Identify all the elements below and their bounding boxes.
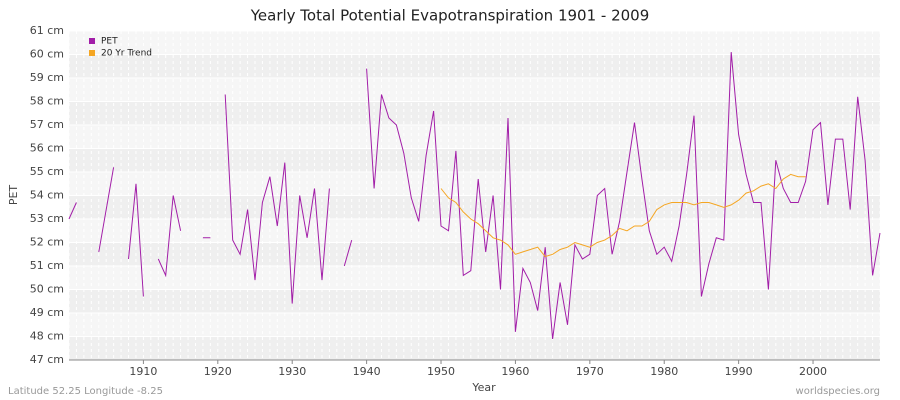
grid-band — [69, 31, 880, 55]
x-tick-label: 1910 — [129, 365, 157, 378]
grid-band — [69, 125, 880, 149]
legend-swatch — [89, 50, 95, 56]
y-tick-label: 55 cm — [30, 165, 64, 178]
x-tick-label: 1980 — [650, 365, 678, 378]
x-tick-label: 1920 — [204, 365, 232, 378]
grid-band — [69, 54, 880, 78]
y-tick-label: 48 cm — [30, 330, 64, 343]
x-axis-label: Year — [471, 381, 496, 394]
x-tick-label: 2000 — [799, 365, 827, 378]
footer-right: worldspecies.org — [796, 386, 880, 397]
grid-band — [69, 266, 880, 290]
grid-band — [69, 101, 880, 125]
y-tick-label: 54 cm — [30, 189, 64, 202]
y-axis-label: PET — [7, 185, 20, 206]
footer-left: Latitude 52.25 Longitude -8.25 — [8, 386, 163, 397]
grid-band — [69, 148, 880, 172]
series-line — [440, 173, 806, 258]
y-tick-label: 56 cm — [30, 142, 64, 155]
x-tick-label: 1940 — [353, 365, 381, 378]
y-tick-label: 49 cm — [30, 306, 64, 319]
grid-band — [69, 78, 880, 102]
grid-band — [69, 195, 880, 219]
chart-title: Yearly Total Potential Evapotranspiratio… — [250, 7, 650, 25]
x-tick-label: 1990 — [725, 365, 753, 378]
y-tick-label: 51 cm — [30, 259, 64, 272]
x-tick-label: 1930 — [278, 365, 306, 378]
legend-swatch — [89, 38, 95, 44]
y-tick-label: 50 cm — [30, 283, 64, 296]
y-tick-label: 60 cm — [30, 48, 64, 61]
grid-band — [69, 172, 880, 196]
series-line — [68, 52, 881, 339]
y-tick-label: 52 cm — [30, 236, 64, 249]
legend-label: 20 Yr Trend — [101, 49, 152, 59]
grid-band — [69, 242, 880, 266]
x-tick-label: 1960 — [501, 365, 529, 378]
y-tick-label: 58 cm — [30, 95, 64, 108]
grid-band — [69, 313, 880, 337]
grid-band — [69, 336, 880, 360]
y-tick-label: 57 cm — [30, 118, 64, 131]
y-tick-label: 61 cm — [30, 24, 64, 37]
grid-band — [69, 289, 880, 313]
y-tick-label: 59 cm — [30, 71, 64, 84]
y-tick-label: 53 cm — [30, 212, 64, 225]
x-tick-label: 1950 — [427, 365, 455, 378]
x-tick-label: 1970 — [576, 365, 604, 378]
legend-label: PET — [101, 37, 118, 47]
y-tick-label: 47 cm — [30, 353, 64, 366]
